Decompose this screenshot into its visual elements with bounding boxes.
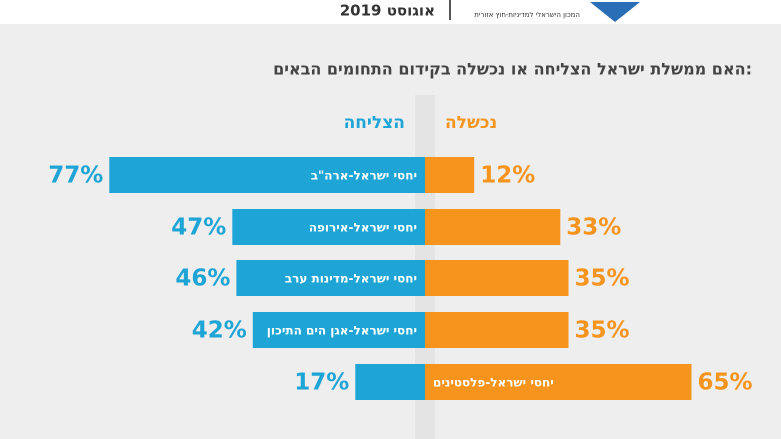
category-label: יחסי ישראל-פלסטינים xyxy=(433,376,554,390)
category-label: יחסי ישראל-אגן הים התיכון xyxy=(267,324,417,338)
value-label-success: 17% xyxy=(294,370,349,396)
bar-failure xyxy=(425,312,569,348)
chart-title: האם ממשלת ישראל הצליחה או נכשלה בקידום ה… xyxy=(273,60,752,79)
legend-failure: נכשלה xyxy=(445,113,497,133)
bar-failure xyxy=(425,209,561,245)
value-label-failure: 35% xyxy=(575,266,630,292)
category-label: יחסי ישראל-ארה"ב xyxy=(311,169,417,183)
bar-success xyxy=(252,312,425,348)
bar-success xyxy=(236,260,425,296)
logo-subtitle: המכון הישראלי למדיניות-חוץ אזורית xyxy=(474,11,580,19)
category-label: יחסי ישראל-מדינות ערב xyxy=(285,272,417,286)
value-label-failure: 35% xyxy=(575,318,630,344)
logo-mark xyxy=(590,2,640,22)
bar-failure xyxy=(425,260,569,296)
bar-success xyxy=(232,209,425,245)
bar-failure xyxy=(425,364,692,400)
category-label: יחסי ישראל-אירופה xyxy=(309,221,417,235)
value-label-success: 77% xyxy=(48,163,103,189)
value-label-success: 46% xyxy=(175,266,230,292)
date: אוגוסט 2019 xyxy=(340,2,435,20)
bar-success xyxy=(109,157,426,193)
legend-success: הצליחה xyxy=(344,113,405,133)
header-strip xyxy=(0,0,781,24)
value-label-failure: 12% xyxy=(480,163,535,189)
bar-failure xyxy=(425,157,475,193)
value-label-failure: 33% xyxy=(566,215,621,241)
value-label-success: 47% xyxy=(171,215,226,241)
value-label-success: 42% xyxy=(192,318,247,344)
bar-success xyxy=(355,364,425,400)
value-label-failure: 65% xyxy=(698,370,753,396)
